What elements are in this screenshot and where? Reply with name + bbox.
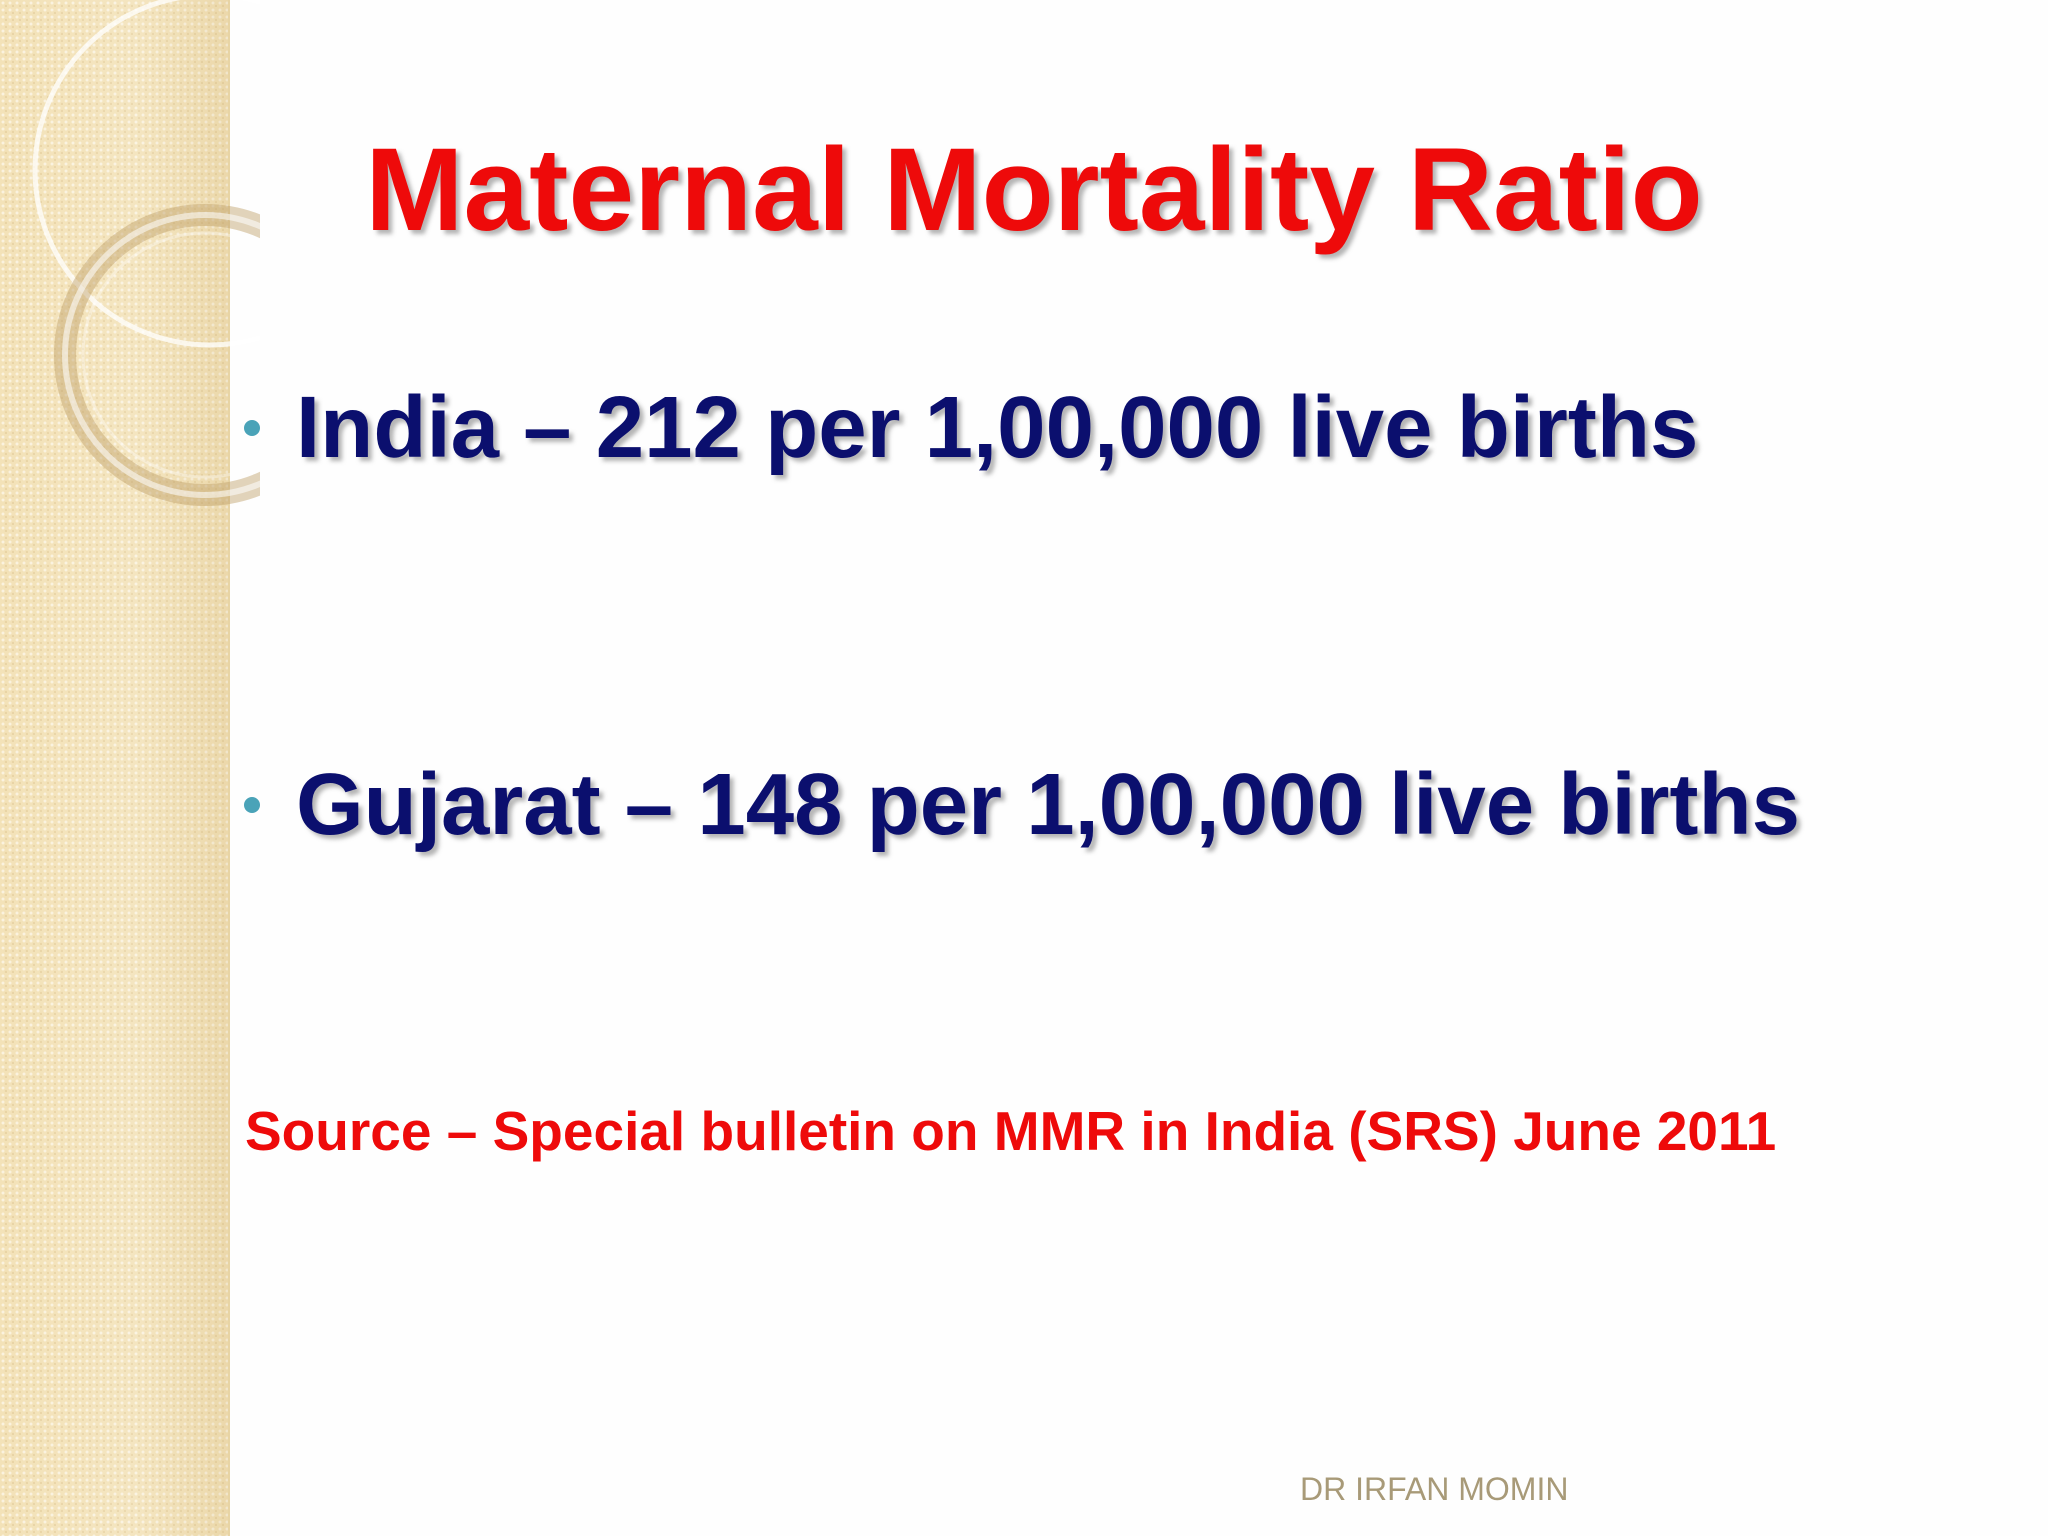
bullet-dot-icon — [244, 797, 260, 813]
footer-author: DR IRFAN MOMIN — [1300, 1471, 1569, 1507]
side-decorative-strip — [0, 0, 230, 1536]
ring-decoration-icon — [32, 0, 260, 506]
source-citation: Source – Special bulletin on MMR in Indi… — [245, 1100, 1777, 1162]
bullet-item-gujarat: Gujarat – 148 per 1,00,000 live births — [244, 755, 1800, 855]
side-strip-shade — [0, 0, 228, 1536]
bullet-text: Gujarat – 148 per 1,00,000 live births — [296, 756, 1800, 853]
bullet-text: India – 212 per 1,00,000 live births — [296, 379, 1699, 476]
bullet-item-india: India – 212 per 1,00,000 live births — [244, 378, 1698, 478]
slide-title: Maternal Mortality Ratio — [365, 124, 1703, 256]
bullet-dot-icon — [244, 420, 260, 436]
